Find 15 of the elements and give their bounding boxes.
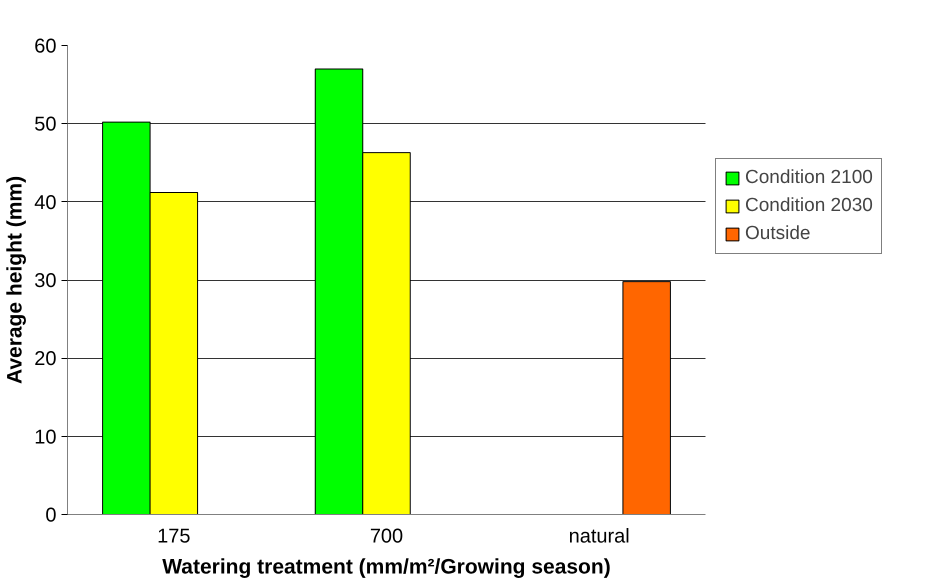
x-tick-label: natural	[568, 526, 630, 548]
legend-label: Condition 2030	[745, 195, 873, 217]
legend-label: Outside	[745, 223, 810, 245]
legend-label: Condition 2100	[745, 167, 873, 189]
y-tick-label: 10	[34, 426, 57, 448]
y-axis-title: Average height (mm)	[3, 176, 26, 384]
y-tick-label: 60	[34, 36, 57, 58]
y-tick-label: 0	[45, 504, 56, 526]
x-tick-label: 700	[370, 526, 404, 548]
y-tick-label: 40	[34, 192, 57, 214]
x-axis-title: Watering treatment (mm/m²/Growing season)	[162, 556, 611, 578]
y-tick-label: 50	[34, 114, 57, 136]
y-tick-label: 30	[34, 270, 57, 292]
y-tick-label: 20	[34, 348, 57, 370]
x-tick-label: 175	[157, 526, 191, 548]
